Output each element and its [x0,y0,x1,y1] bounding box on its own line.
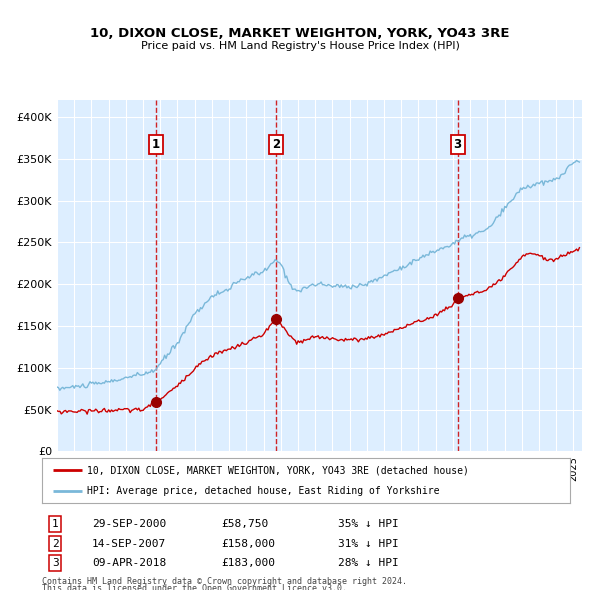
Text: 29-SEP-2000: 29-SEP-2000 [92,519,166,529]
Text: 10, DIXON CLOSE, MARKET WEIGHTON, YORK, YO43 3RE: 10, DIXON CLOSE, MARKET WEIGHTON, YORK, … [90,27,510,40]
Text: 31% ↓ HPI: 31% ↓ HPI [338,539,398,549]
Text: 2: 2 [52,539,59,549]
Text: Contains HM Land Registry data © Crown copyright and database right 2024.: Contains HM Land Registry data © Crown c… [42,577,407,586]
Text: £158,000: £158,000 [221,539,275,549]
Text: 09-APR-2018: 09-APR-2018 [92,558,166,568]
Text: 1: 1 [152,137,160,150]
Text: 14-SEP-2007: 14-SEP-2007 [92,539,166,549]
Text: 10, DIXON CLOSE, MARKET WEIGHTON, YORK, YO43 3RE (detached house): 10, DIXON CLOSE, MARKET WEIGHTON, YORK, … [87,466,469,476]
Text: 3: 3 [454,137,461,150]
Text: £183,000: £183,000 [221,558,275,568]
Text: HPI: Average price, detached house, East Riding of Yorkshire: HPI: Average price, detached house, East… [87,486,439,496]
Text: 28% ↓ HPI: 28% ↓ HPI [338,558,398,568]
Text: £58,750: £58,750 [221,519,269,529]
Text: 2: 2 [272,137,280,150]
Text: Price paid vs. HM Land Registry's House Price Index (HPI): Price paid vs. HM Land Registry's House … [140,41,460,51]
Text: 3: 3 [52,558,59,568]
Text: This data is licensed under the Open Government Licence v3.0.: This data is licensed under the Open Gov… [42,584,347,590]
Text: 1: 1 [52,519,59,529]
Text: 35% ↓ HPI: 35% ↓ HPI [338,519,398,529]
